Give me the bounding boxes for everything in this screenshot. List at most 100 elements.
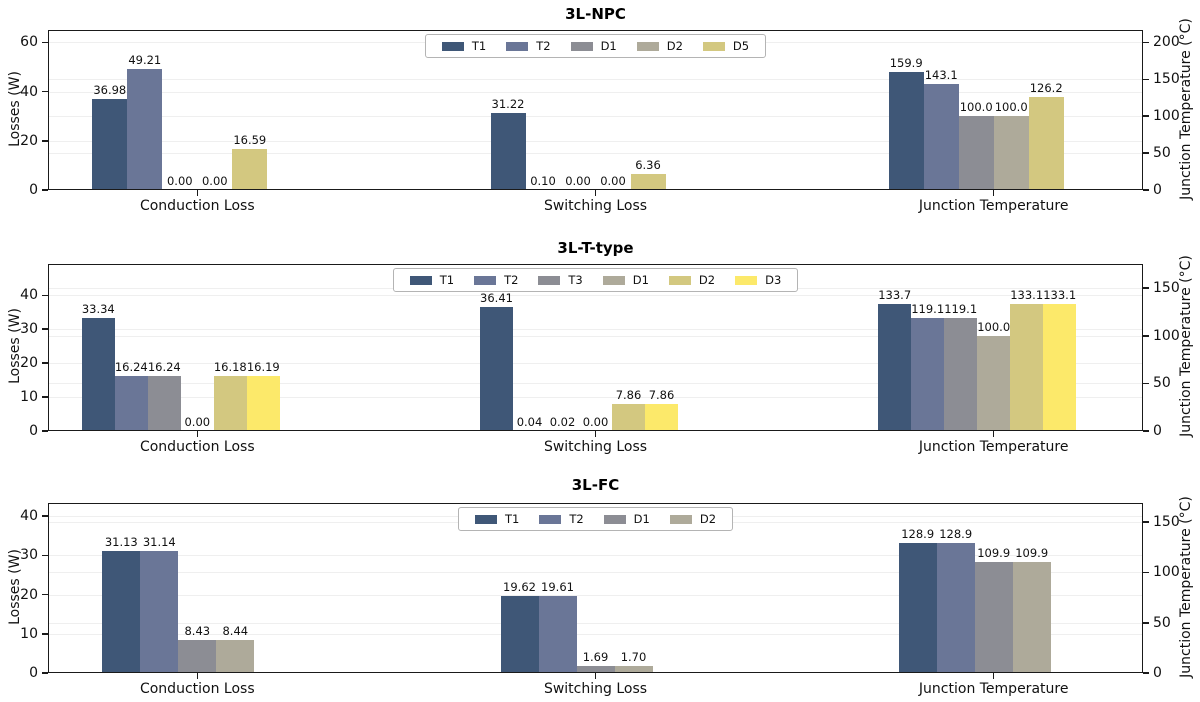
axis-tick bbox=[196, 673, 199, 679]
bar-T1 bbox=[480, 307, 513, 431]
bar-D1 bbox=[576, 666, 615, 673]
axis-tick-label: 50 bbox=[1153, 375, 1171, 392]
bar-T1 bbox=[81, 318, 115, 431]
bar-D2 bbox=[213, 376, 247, 431]
legend-label: D2 bbox=[698, 273, 716, 287]
legend-label: T1 bbox=[504, 512, 520, 526]
bar-D2 bbox=[993, 116, 1029, 190]
legend-swatch-D2 bbox=[636, 41, 659, 51]
legend-label: T3 bbox=[568, 273, 583, 287]
axis-tick bbox=[1143, 41, 1149, 44]
bar-value-label: 0.02 bbox=[549, 415, 576, 429]
axis-tick bbox=[42, 515, 48, 517]
bar-value-label: 0.04 bbox=[516, 415, 543, 429]
bar-T1 bbox=[92, 99, 128, 190]
bar-value-label: 31.14 bbox=[142, 535, 176, 549]
bar-D5 bbox=[232, 149, 268, 190]
axis-tick bbox=[992, 190, 995, 196]
axis-tick-label: 40 bbox=[20, 508, 38, 524]
legend-swatch-D2 bbox=[669, 514, 692, 524]
legend: T1 T2 D1 D2 bbox=[48, 507, 1143, 531]
legend-item: T2 bbox=[539, 512, 584, 526]
legend-box: T1 T2 T3 D1 D2 D3 bbox=[392, 268, 799, 292]
legend: T1 T2 D1 D2 D5 bbox=[48, 34, 1143, 58]
bar-T2 bbox=[923, 84, 959, 190]
gridline bbox=[48, 383, 1143, 385]
gridline bbox=[48, 91, 1143, 93]
legend-item: T1 bbox=[409, 273, 455, 287]
category-label: Junction Temperature bbox=[918, 198, 1069, 214]
bar-value-label: 109.9 bbox=[977, 546, 1011, 560]
axis-tick bbox=[992, 673, 995, 679]
bar-value-label: 0.00 bbox=[201, 174, 228, 188]
axis-tick bbox=[196, 431, 199, 437]
gridline bbox=[48, 633, 1143, 635]
bar-T2 bbox=[127, 69, 163, 190]
legend-item: D2 bbox=[668, 273, 716, 287]
legend-box: T1 T2 D1 D2 bbox=[457, 507, 734, 531]
bar-value-label: 16.24 bbox=[147, 360, 181, 374]
axis-tick-label: 150 bbox=[1153, 280, 1180, 297]
bar-value-label: 133.1 bbox=[1043, 288, 1077, 302]
axis-tick bbox=[594, 431, 597, 437]
bar-D2 bbox=[614, 666, 653, 673]
bar-D1 bbox=[977, 336, 1011, 431]
bar-value-label: 31.22 bbox=[491, 97, 525, 111]
bar-D3 bbox=[645, 404, 678, 431]
bar-value-label: 0.10 bbox=[530, 174, 556, 188]
bar-value-label: 109.9 bbox=[1015, 546, 1049, 560]
category-label: Switching Loss bbox=[543, 681, 648, 697]
legend-label: T1 bbox=[439, 273, 455, 287]
gridline bbox=[48, 594, 1143, 596]
bar-T2 bbox=[936, 543, 975, 673]
bar-value-label: 7.86 bbox=[648, 388, 675, 402]
bar-value-label: 1.69 bbox=[582, 650, 609, 664]
legend-item: D3 bbox=[735, 273, 781, 287]
axis-tick bbox=[42, 294, 48, 296]
bar-D1 bbox=[974, 562, 1013, 673]
gridline bbox=[48, 335, 1143, 337]
bar-T1 bbox=[102, 551, 141, 673]
category-label: Junction Temperature bbox=[918, 681, 1069, 697]
bar-D3 bbox=[246, 376, 280, 431]
legend-item: T1 bbox=[441, 39, 486, 53]
legend-label: D2 bbox=[699, 512, 717, 526]
plot-border bbox=[48, 264, 1143, 431]
legend-item: T3 bbox=[538, 273, 583, 287]
legend-item: D1 bbox=[570, 39, 617, 53]
axis-tick bbox=[42, 672, 48, 674]
bar-value-label: 33.34 bbox=[81, 302, 115, 316]
axis-tick-label: 40 bbox=[20, 287, 38, 304]
bar-value-label: 16.18 bbox=[213, 360, 247, 374]
axis-tick bbox=[1143, 152, 1149, 154]
axis-tick bbox=[42, 396, 48, 398]
bar-T2 bbox=[140, 551, 179, 673]
bar-T1 bbox=[878, 304, 912, 431]
axis-tick bbox=[42, 140, 48, 142]
axis-tick bbox=[42, 554, 48, 556]
axis-tick-label: 20 bbox=[20, 132, 38, 149]
axis-tick-label: 200 bbox=[1153, 34, 1180, 51]
bar-value-label: 19.61 bbox=[541, 580, 574, 594]
axis-tick bbox=[1143, 382, 1149, 385]
axis-tick bbox=[1143, 189, 1149, 191]
gridline bbox=[48, 363, 1143, 365]
bar-value-label: 0.00 bbox=[166, 174, 193, 188]
legend-item: D1 bbox=[603, 512, 650, 526]
axis-tick-label: 0 bbox=[1153, 665, 1162, 681]
category-label: Switching Loss bbox=[543, 198, 648, 214]
axis-tick-label: 0 bbox=[29, 182, 38, 198]
axis-tick-label: 30 bbox=[20, 321, 38, 338]
legend-label: D1 bbox=[633, 512, 650, 526]
bar-value-label: 159.9 bbox=[889, 56, 923, 70]
bar-value-label: 31.13 bbox=[104, 535, 138, 549]
bar-value-label: 36.41 bbox=[480, 291, 513, 305]
bar-value-label: 100.0 bbox=[959, 100, 993, 114]
axis-tick-label: 20 bbox=[20, 586, 38, 603]
chart-title-3l-npc: 3L-NPC bbox=[565, 5, 626, 23]
legend-label: T2 bbox=[536, 39, 551, 53]
category-label: Switching Loss bbox=[543, 439, 648, 455]
legend-label: T2 bbox=[569, 512, 584, 526]
bar-value-label: 0.00 bbox=[600, 174, 626, 188]
bar-value-label: 133.7 bbox=[878, 288, 912, 302]
